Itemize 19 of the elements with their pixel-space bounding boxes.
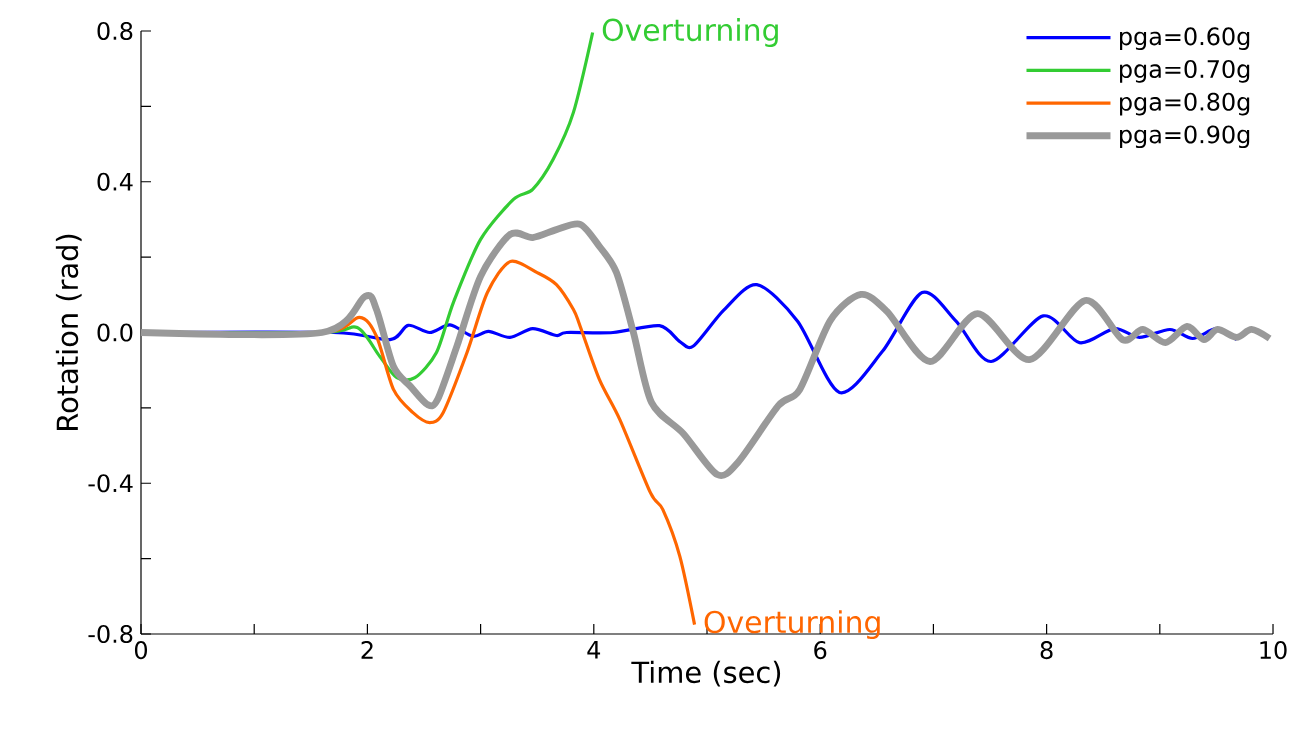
legend-label: pga=0.70g: [1120, 59, 1250, 83]
legend-label: pga=0.80g: [1120, 92, 1250, 116]
y-axis-title: Rotation (rad): [55, 234, 82, 430]
y-tick-label: -0.4: [88, 474, 133, 493]
legend-label: pga=0.60g: [1120, 27, 1250, 50]
x-tick-label: 8: [1040, 641, 1053, 660]
x-axis-title: Time (sec): [631, 660, 781, 687]
annotation: Overturning: [602, 18, 778, 47]
y-tick-label: 0.4: [97, 172, 133, 191]
y-tick-label: -0.8: [88, 624, 133, 644]
x-tick-label: 6: [814, 641, 827, 660]
y-tick-label: 0.8: [97, 21, 133, 41]
annotation: Overturning: [704, 610, 880, 640]
y-tick-label: 0.0: [97, 323, 133, 342]
x-tick-label: 2: [361, 641, 373, 659]
x-tick-label: 10: [1260, 641, 1287, 660]
legend-label: pga=0.90g: [1120, 125, 1250, 149]
x-tick-label: 4: [587, 641, 601, 659]
x-tick-label: 0: [134, 641, 148, 660]
